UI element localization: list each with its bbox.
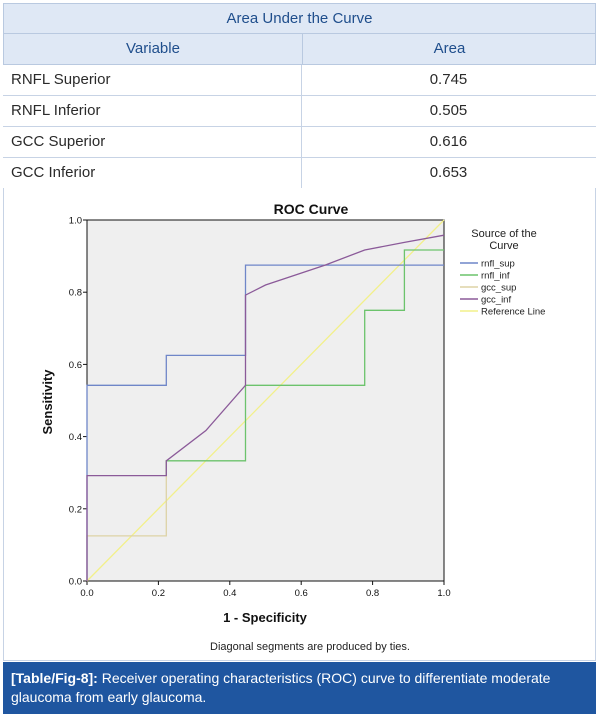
cell-area: 0.653: [429, 164, 468, 181]
cell-area: 0.745: [429, 71, 468, 88]
y-tick-label: 0.4: [69, 432, 82, 443]
x-axis-label: 1 - Specificity: [223, 610, 308, 625]
legend-entry: gcc_inf: [481, 295, 511, 306]
cell-variable: GCC Superior: [11, 133, 106, 150]
series-line-rnfl-inf: [165, 249, 444, 476]
x-tick-label: 0.8: [366, 588, 379, 599]
legend-entry: gcc_sup: [481, 283, 516, 294]
table-header-row: Variable Area: [3, 34, 596, 65]
x-tick-label: 0.2: [152, 588, 165, 599]
legend-title: Source of the Curve: [471, 228, 536, 252]
column-header-variable: Variable: [126, 40, 180, 57]
column-divider: [301, 65, 302, 95]
y-tick-label: 0.2: [69, 504, 82, 515]
table-row: RNFL Inferior 0.505: [3, 96, 596, 127]
table-row: RNFL Superior 0.745: [3, 65, 596, 96]
caption-text: Receiver operating characteristics (ROC)…: [11, 670, 551, 705]
x-tick-label: 0.6: [295, 588, 308, 599]
cell-area: 0.616: [429, 133, 468, 150]
cell-variable: RNFL Superior: [11, 71, 111, 88]
column-divider: [301, 127, 302, 157]
chart-title: ROC Curve: [274, 201, 349, 217]
series-line-rnfl-sup: [86, 264, 444, 581]
series-line-gcc-inf: [86, 234, 445, 581]
column-divider: [301, 158, 302, 188]
y-tick-label: 0.8: [69, 288, 82, 299]
cell-variable: RNFL Inferior: [11, 102, 101, 119]
legend-entry: Reference Line: [481, 307, 545, 318]
cell-variable: GCC Inferior: [11, 164, 96, 181]
cell-area: 0.505: [429, 102, 468, 119]
series-line-reference-line: [86, 219, 445, 582]
chart-footnote: Diagonal segments are produced by ties.: [210, 641, 410, 653]
legend-entry: rnfl_sup: [481, 259, 515, 270]
axes: 0.0 0.2 0.4 0.6 0.8 1.0 0.0 0.2 0.4 0.6 0.8 1.0: [69, 216, 451, 600]
figure-caption: [Table/Fig-8]: Receiver operating charac…: [3, 662, 596, 714]
table-row: GCC Superior 0.616: [3, 127, 596, 158]
x-tick-label: 0.4: [223, 588, 236, 599]
column-divider: [302, 34, 303, 64]
legend: Source of the Curve rnfl_suprnfl_infgcc_s…: [460, 228, 545, 318]
x-tick-label: 0.0: [80, 588, 93, 599]
column-header-area: Area: [433, 40, 466, 57]
x-tick-label: 1.0: [437, 588, 450, 599]
legend-entry: rnfl_inf: [481, 271, 510, 282]
caption-label: [Table/Fig-8]:: [11, 670, 98, 686]
series-lines: [86, 219, 445, 582]
table-title: Area Under the Curve: [3, 3, 596, 34]
y-tick-label: 0.6: [69, 360, 82, 371]
y-tick-label: 0.0: [69, 577, 82, 588]
column-divider: [301, 96, 302, 126]
y-axis-label: Sensitivity: [40, 369, 55, 435]
y-tick-label: 1.0: [69, 216, 82, 227]
